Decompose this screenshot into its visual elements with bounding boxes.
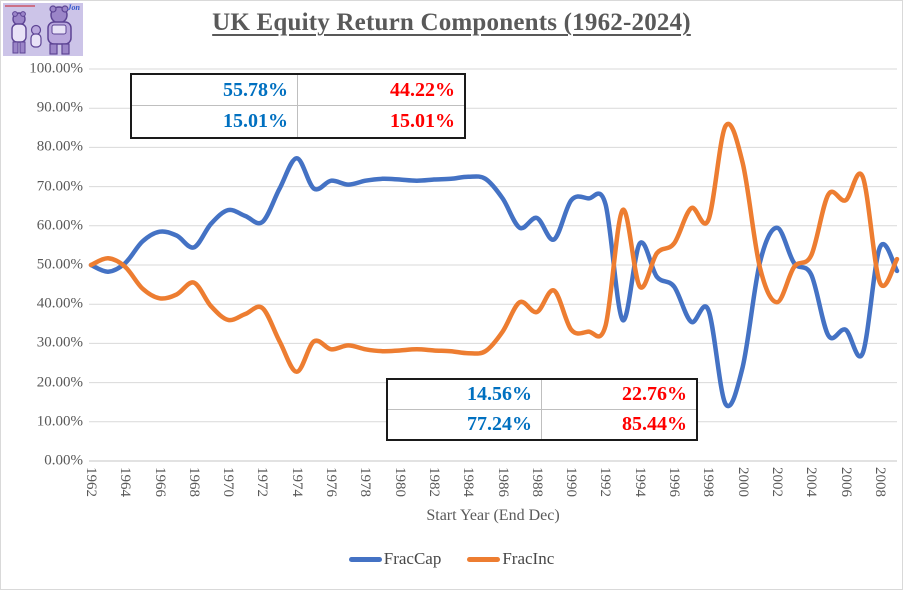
small-bear-body <box>11 23 27 43</box>
legend-label-fraccap: FracCap <box>383 549 442 568</box>
y-tick-label: 50.00% <box>36 256 83 273</box>
y-tick-label: 100.00% <box>29 60 83 77</box>
chart-title: UK Equity Return Components (1962-2024) <box>212 9 691 36</box>
x-tick-label: 1994 <box>631 467 648 497</box>
stat-fraccap-mean: 55.78% <box>132 75 298 106</box>
x-tick-label: 1970 <box>220 467 237 497</box>
legend-label-fracinc: FracInc <box>502 549 555 568</box>
stat-fracinc-max: 85.44% <box>622 412 687 435</box>
legend: FracCap FracInc <box>1 549 902 569</box>
x-tick-label: 1978 <box>357 467 374 497</box>
x-tick-label: 2004 <box>803 467 820 497</box>
y-tick-label: 90.00% <box>36 99 83 116</box>
x-tick-label: 1998 <box>700 467 717 497</box>
x-axis-title: Start Year (End Dec) <box>426 507 560 524</box>
y-tick-label: 30.00% <box>36 334 83 351</box>
legend-key-fracinc: FracInc <box>467 549 554 569</box>
x-tick-label: 1986 <box>494 467 511 497</box>
x-tick-label: 1974 <box>288 467 305 497</box>
bears-drawing <box>3 3 83 56</box>
x-tick-label: 1996 <box>666 467 683 497</box>
x-tick-label: 1992 <box>597 467 614 497</box>
x-tick-label: 2008 <box>871 467 888 497</box>
y-tick-label: 70.00% <box>36 178 83 195</box>
logo-watermark: Jon <box>67 3 80 12</box>
x-tick-label: 1972 <box>254 467 271 497</box>
x-tick-label: 1980 <box>391 467 408 497</box>
series-line-fracinc <box>88 121 900 375</box>
legend-marker-fracinc <box>467 556 501 562</box>
stats-box-lower: 14.56% 22.76% 77.24% 85.44% <box>386 378 698 441</box>
x-tick-label: 1968 <box>185 467 202 497</box>
x-tick-label: 1966 <box>151 467 168 497</box>
stat-fraccap-max: 77.24% <box>388 409 542 439</box>
stat-fraccap-stdev: 15.01% <box>132 106 298 137</box>
y-tick-label: 40.00% <box>36 295 83 312</box>
x-tick-label: 1962 <box>83 467 99 497</box>
x-tick-label: 2000 <box>734 467 751 497</box>
x-tick-label: 1988 <box>528 467 545 497</box>
y-tick-label: 20.00% <box>36 374 83 391</box>
x-tick-label: 1976 <box>323 467 340 497</box>
stats-box-upper: 55.78% 44.22% 15.01% 15.01% <box>130 73 466 139</box>
x-tick-label: 2002 <box>768 467 785 497</box>
series-line-fraccap <box>88 155 900 409</box>
stat-fracinc-mean: 44.22% <box>298 75 464 106</box>
x-tick-label: 1984 <box>460 467 477 497</box>
stat-fraccap-min: 14.56% <box>388 380 542 410</box>
stat-fracinc-min: 22.76% <box>542 380 696 410</box>
x-tick-label: 2006 <box>837 467 854 497</box>
cartoon-bears-logo: Jon <box>3 3 83 56</box>
y-tick-label: 60.00% <box>36 217 83 234</box>
cub-body <box>30 33 42 48</box>
y-tick-label: 80.00% <box>36 138 83 155</box>
legend-marker-fraccap <box>348 556 382 562</box>
y-tick-label: 0.00% <box>44 452 83 469</box>
y-tick-label: 10.00% <box>36 413 83 430</box>
legend-key-fraccap: FracCap <box>348 549 442 569</box>
stat-fracinc-stdev: 15.01% <box>390 110 455 132</box>
x-tick-label: 1990 <box>563 467 580 497</box>
x-tick-label: 1982 <box>425 467 442 497</box>
x-tick-label: 1964 <box>117 467 134 497</box>
